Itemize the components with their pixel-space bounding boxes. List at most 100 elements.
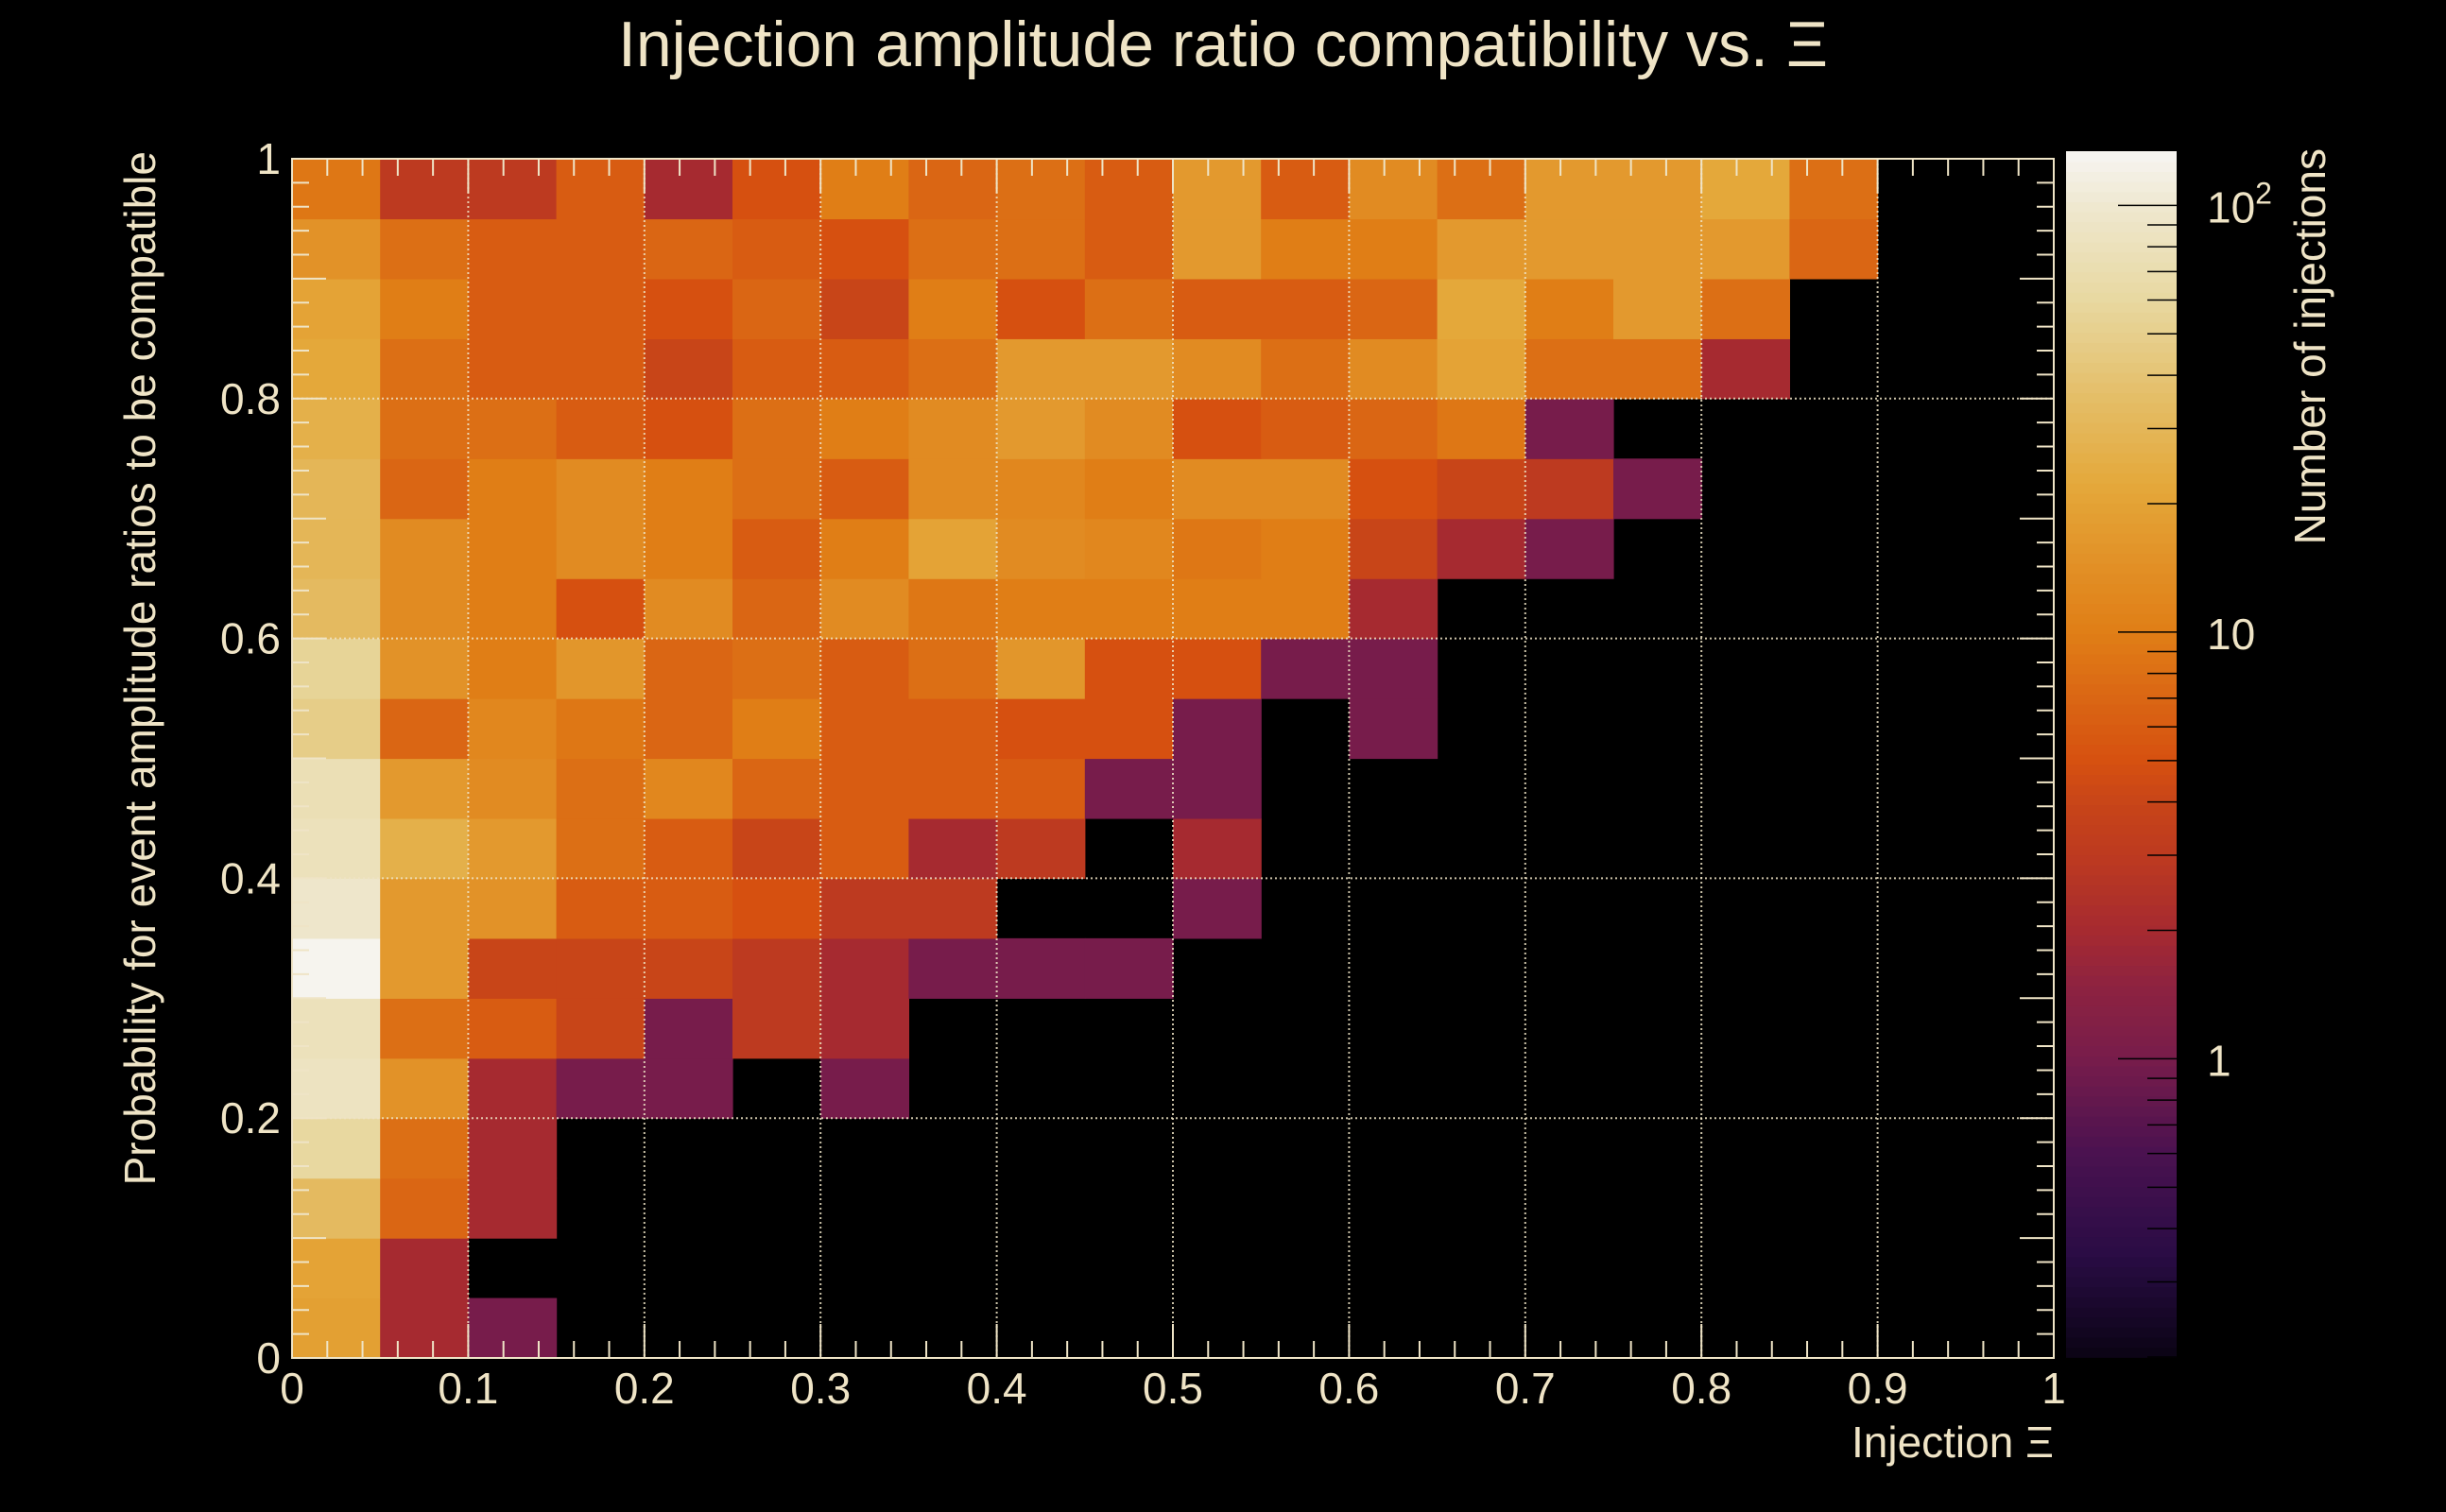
heatmap-cell [908, 398, 998, 459]
heatmap-cell [1437, 159, 1526, 220]
heatmap-cell [380, 638, 469, 699]
colorbar-segment [2066, 523, 2177, 534]
heatmap-cell [996, 758, 1086, 819]
heatmap-cell [292, 1238, 381, 1299]
heatmap-cell [556, 878, 646, 939]
heatmap-cell [1349, 398, 1438, 459]
heatmap-cell [556, 937, 646, 999]
colorbar-segment [2066, 854, 2177, 866]
colorbar-segment [2066, 1015, 2177, 1026]
heatmap-cell [644, 518, 733, 579]
heatmap-cell [820, 518, 909, 579]
heatmap-cell [996, 638, 1086, 699]
heatmap-cell [556, 1057, 646, 1119]
colorbar-segment [2066, 724, 2177, 735]
heatmap-cell [732, 817, 821, 879]
x-tick-label: 0.4 [967, 1364, 1027, 1413]
colorbar-segment [2066, 1236, 2177, 1247]
colorbar-segment [2066, 814, 2177, 826]
heatmap-cell [908, 578, 998, 640]
heatmap-cell [292, 937, 381, 999]
heatmap-cell [468, 758, 558, 819]
heatmap-cell [1437, 398, 1526, 459]
heatmap-cell [1261, 159, 1350, 220]
heatmap-cell [732, 638, 821, 699]
heatmap-cell [1701, 338, 1790, 400]
heatmap-cell [820, 338, 909, 400]
heatmap-cell [996, 578, 1086, 640]
colorbar-segment [2066, 945, 2177, 956]
heatmap-cell [380, 698, 469, 760]
colorbar-segment [2066, 935, 2177, 946]
heatmap-cell [820, 817, 909, 879]
heatmap-cell [468, 878, 558, 939]
colorbar-segment [2066, 412, 2177, 423]
colorbar-segment [2066, 924, 2177, 936]
colorbar-segment [2066, 453, 2177, 464]
colorbar-segment [2066, 764, 2177, 776]
heatmap-cell [1173, 458, 1262, 520]
heatmap-cell [1437, 518, 1526, 579]
heatmap-cell [380, 578, 469, 640]
colorbar-segment [2066, 1246, 2177, 1258]
heatmap-cell [1084, 698, 1174, 760]
heatmap-cell [1084, 578, 1174, 640]
heatmap-cell [292, 458, 381, 520]
heatmap-cell [468, 998, 558, 1059]
colorbar-segment [2066, 472, 2177, 484]
heatmap-cell [1173, 817, 1262, 879]
colorbar-segment [2066, 171, 2177, 182]
heatmap-cell [644, 758, 733, 819]
heatmap-cell [292, 638, 381, 699]
heatmap-cell [468, 937, 558, 999]
x-tick-label: 0.1 [438, 1364, 498, 1413]
heatmap-cell [1084, 638, 1174, 699]
colorbar-segment [2066, 824, 2177, 835]
heatmap-cell [468, 278, 558, 339]
colorbar-segment [2066, 1256, 2177, 1268]
heatmap-cell [380, 1057, 469, 1119]
x-tick-label: 0.8 [1671, 1364, 1731, 1413]
colorbar-segment [2066, 965, 2177, 976]
colorbar-segment [2066, 282, 2177, 293]
heatmap-cell [292, 1057, 381, 1119]
heatmap-cell [1613, 218, 1702, 280]
heatmap-cell [732, 278, 821, 339]
heatmap-cell [644, 159, 733, 220]
heatmap-cell [732, 698, 821, 760]
heatmap-cell [380, 218, 469, 280]
colorbar-segment [2066, 362, 2177, 373]
heatmap-cell [1613, 159, 1702, 220]
heatmap-cell [1084, 278, 1174, 339]
heatmap-cell [820, 578, 909, 640]
colorbar-tick-label: 10 [2207, 610, 2255, 659]
heatmap-cell [556, 338, 646, 400]
colorbar-segment [2066, 512, 2177, 524]
heatmap-cell [292, 878, 381, 939]
colorbar-segment [2066, 573, 2177, 585]
heatmap-cell [1613, 458, 1702, 520]
colorbar-segment [2066, 1145, 2177, 1158]
colorbar-segment [2066, 301, 2177, 313]
colorbar-segment [2066, 271, 2177, 284]
colorbar-segment [2066, 794, 2177, 805]
colorbar-segment [2066, 1005, 2177, 1017]
heatmap-cell [1524, 398, 1614, 459]
y-tick-label: 0.6 [220, 614, 281, 663]
heatmap-cell [380, 458, 469, 520]
heatmap-cell [556, 698, 646, 760]
y-tick-label: 1 [256, 134, 281, 183]
colorbar-segment [2066, 291, 2177, 303]
y-tick-label: 0 [256, 1333, 281, 1383]
heatmap-cell [1084, 518, 1174, 579]
heatmap-cell [644, 218, 733, 280]
colorbar-segment [2066, 613, 2177, 625]
colorbar-segment [2066, 562, 2177, 575]
heatmap-cell [1173, 398, 1262, 459]
colorbar-segment [2066, 1216, 2177, 1228]
colorbar-segment [2066, 1327, 2177, 1338]
colorbar-segment [2066, 1226, 2177, 1238]
colorbar-segment [2066, 312, 2177, 323]
colorbar-segment [2066, 954, 2177, 967]
